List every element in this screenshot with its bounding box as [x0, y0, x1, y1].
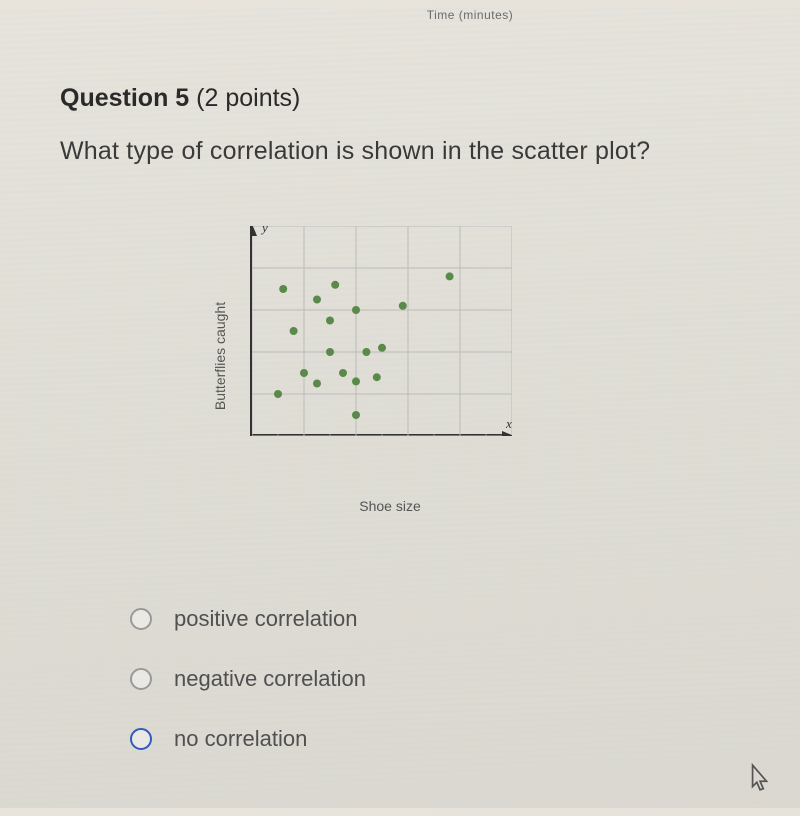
question-points: (2 points) [196, 84, 300, 112]
mouse-cursor-icon [746, 763, 772, 798]
chart-y-axis-label: Butterflies caught [212, 302, 228, 410]
chart-x-axis-label: Shoe size [359, 498, 420, 514]
option-label: no correlation [174, 726, 307, 752]
question-number: 5 [175, 84, 189, 112]
answer-options: positive correlation negative correlatio… [130, 606, 750, 752]
svg-text:x: x [505, 416, 512, 431]
radio-icon[interactable] [130, 668, 152, 690]
previous-chart-xlabel-remnant: Time (minutes) [190, 8, 750, 22]
option-no-correlation[interactable]: no correlation [130, 726, 750, 752]
option-label: negative correlation [174, 666, 366, 692]
svg-text:y: y [260, 226, 268, 235]
option-positive-correlation[interactable]: positive correlation [130, 606, 750, 632]
quiz-page: Time (minutes) Question 5 (2 points) Wha… [0, 8, 800, 816]
option-negative-correlation[interactable]: negative correlation [130, 666, 750, 692]
question-header: Question 5 (2 points) [60, 84, 750, 113]
scatter-plot-area: yx [250, 226, 510, 436]
option-label: positive correlation [174, 606, 357, 632]
question-prompt: What type of correlation is shown in the… [60, 137, 750, 166]
question-label-prefix: Question [60, 84, 175, 112]
scatter-svg: yx [252, 226, 512, 436]
radio-icon[interactable] [130, 608, 152, 630]
scatter-chart: Butterflies caught yx Shoe size [240, 226, 540, 486]
radio-icon[interactable] [130, 728, 152, 750]
